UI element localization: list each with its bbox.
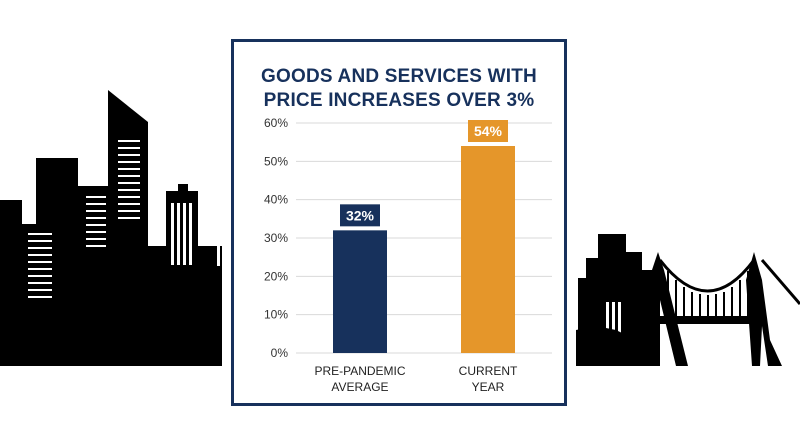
y-tick-label: 10% [264,308,288,322]
category-label: AVERAGE [331,380,388,394]
bar-chart: 0% 10% 20% 30% 40% 50% 60% 32% PRE-PANDEMIC AVERA… [264,116,552,394]
right-building-windows [606,302,621,336]
y-tick-label: 20% [264,269,288,283]
category-label: CURRENT [459,364,518,378]
bar [461,146,515,353]
chart-title-line-2: PRICE INCREASES OVER 3% [263,90,535,111]
chart-title: GOODS AND SERVICES WITH PRICE INCREASES … [234,65,564,113]
y-tick-label: 40% [264,193,288,207]
bridge-shoreline [576,326,648,366]
data-label: 54% [474,123,503,139]
bridge-deck-and-cables [658,259,800,324]
city-skyline-left-illustration [0,90,222,366]
chart-card: GOODS AND SERVICES WITH PRICE INCREASES … [231,39,567,406]
y-tick-label: 60% [264,116,288,130]
category-label: YEAR [472,380,505,394]
bar [333,230,387,353]
left-building-windows [28,140,220,298]
category-label: PRE-PANDEMIC [314,364,405,378]
y-tick-label: 50% [264,154,288,168]
bridge-skyline-right-illustration [576,234,800,366]
bridge-tower-right [746,252,782,366]
data-label-box [468,120,508,142]
y-tick-label: 30% [264,231,288,245]
y-tick-label: 0% [271,346,289,360]
left-buildings [0,90,222,366]
chart-title-line-1: GOODS AND SERVICES WITH [261,66,537,87]
data-label-box [340,204,380,227]
data-label: 32% [346,207,375,223]
